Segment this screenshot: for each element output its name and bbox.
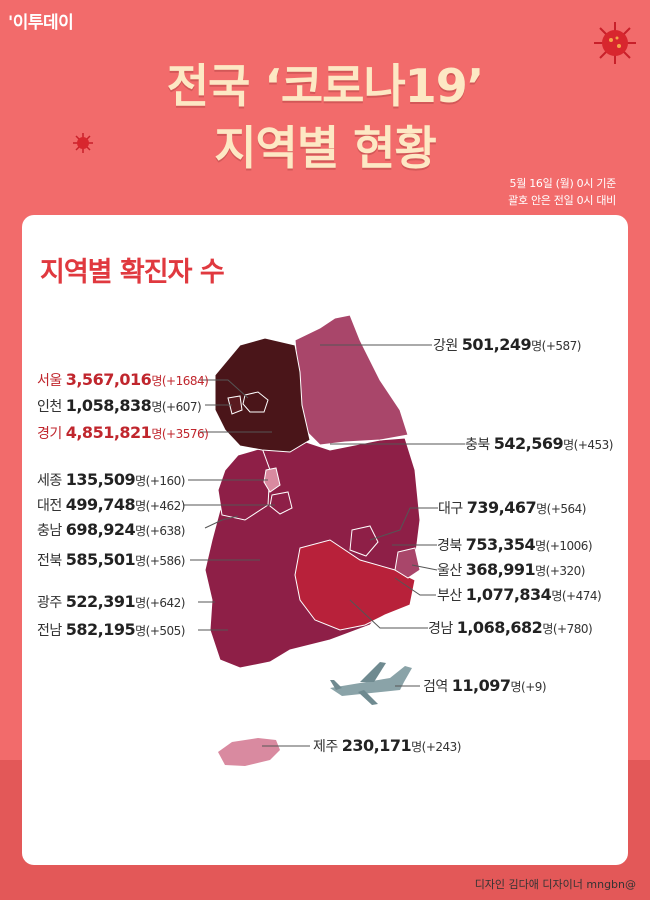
map-seoul <box>242 391 269 413</box>
basis-date: 5월 16일 (월) 0시 기준 <box>509 177 617 190</box>
map-daegu <box>349 525 379 557</box>
label-jeonbuk: 전북 585,501명(+586) <box>37 550 185 569</box>
label-jeju: 제주 230,171명(+243) <box>313 736 461 755</box>
brand-logo: '이투데이 <box>8 13 74 33</box>
label-gyeongbuk: 경북 753,354명(+1006) <box>437 535 593 554</box>
label-ulsan: 울산 368,991명(+320) <box>437 560 585 579</box>
label-busan: 부산 1,077,834명(+474) <box>437 585 602 604</box>
label-jeonnam: 전남 582,195명(+505) <box>37 620 185 639</box>
map-daejeon <box>269 491 293 515</box>
map-ulsan <box>394 547 421 579</box>
label-gangwon: 강원 501,249명(+587) <box>433 335 581 354</box>
label-gyeonggi: 경기 4,851,821명(+3576) <box>37 423 209 442</box>
label-chungbuk: 충북 542,569명(+453) <box>465 434 613 453</box>
label-incheon: 인천 1,058,838명(+607) <box>37 396 202 415</box>
virus-icon <box>73 133 93 153</box>
label-sejong: 세종 135,509명(+160) <box>37 470 185 489</box>
label-daejeon: 대전 499,748명(+462) <box>37 495 185 514</box>
map-jeju <box>218 738 280 766</box>
label-gyeongnam: 경남 1,068,682명(+780) <box>428 618 593 637</box>
airplane-icon <box>330 662 412 705</box>
section-title: 지역별 확진자 수 <box>40 257 225 288</box>
page-title-line1: 전국 ‘코로나19’ <box>166 59 485 113</box>
label-gwangju: 광주 522,391명(+642) <box>37 592 185 611</box>
label-seoul: 서울 3,567,016명(+1684) <box>37 370 209 389</box>
virus-icon <box>594 22 636 64</box>
map-gyeongnam <box>294 539 416 631</box>
label-daegu: 대구 739,467명(+564) <box>438 498 586 517</box>
map-gangwon <box>294 314 409 446</box>
page-title-line2: 지역별 현황 <box>214 121 437 175</box>
designer-credit: 디자인 김다애 디자이너 mngbn@ <box>474 878 636 891</box>
label-chungnam: 충남 698,924명(+638) <box>37 520 185 539</box>
label-quarantine: 검역 11,097명(+9) <box>423 676 547 695</box>
map-chungnam <box>217 447 271 521</box>
basis-note: 괄호 안은 전일 0시 대비 <box>508 194 616 207</box>
map-incheon <box>227 395 243 415</box>
date-basis-note: 5월 16일 (월) 0시 기준 괄호 안은 전일 0시 대비 <box>508 175 616 209</box>
